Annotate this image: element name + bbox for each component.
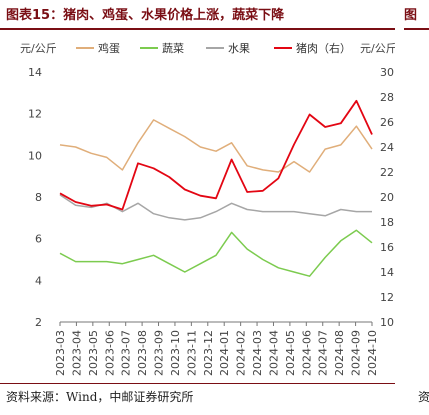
- source-divider: [0, 383, 395, 384]
- series-line-2: [59, 229, 373, 277]
- x-tick-label: 2024-10: [366, 330, 379, 376]
- left-tick-label: 2: [35, 316, 42, 329]
- x-tick-label: 2023-08: [136, 330, 149, 376]
- next-title-divider: [404, 28, 429, 30]
- series-lines: [59, 99, 373, 277]
- title-divider: [0, 28, 395, 30]
- legend: 鸡蛋 蔬菜 水果 猪肉（右）: [76, 41, 351, 55]
- x-tick-label: 2023-04: [70, 330, 83, 376]
- right-tick-label: 10: [380, 316, 394, 329]
- right-tick-label: 18: [380, 216, 394, 229]
- x-tick-label: 2024-04: [267, 330, 280, 376]
- legend-label: 蔬菜: [162, 42, 184, 55]
- legend-label: 猪肉（右）: [296, 41, 351, 55]
- left-tick-label: 6: [35, 233, 42, 246]
- left-axis-ticks: 2 4 6 8 10 12 14: [28, 66, 42, 329]
- x-tick-label: 2024-07: [317, 330, 330, 376]
- x-tick-label: 2023-09: [153, 330, 166, 376]
- left-tick-label: 10: [28, 149, 42, 162]
- right-tick-label: 28: [380, 91, 394, 104]
- x-tick-label: 2024-02: [235, 330, 248, 376]
- right-axis-unit: 元/公斤: [360, 42, 395, 55]
- x-tick-label: 2024-03: [251, 330, 264, 376]
- x-tick-label: 2024-06: [300, 330, 313, 376]
- x-tick-label: 2024-08: [333, 330, 346, 376]
- x-tick-label: 2023-10: [169, 330, 182, 376]
- right-tick-label: 14: [380, 266, 394, 279]
- next-source-fragment: 资: [418, 390, 429, 404]
- x-tick-label: 2023-06: [103, 330, 116, 376]
- x-tick-label: 2024-01: [218, 330, 231, 376]
- x-tick-label: 2023-05: [87, 330, 100, 376]
- left-tick-label: 8: [35, 191, 42, 204]
- right-tick-label: 30: [380, 66, 394, 79]
- right-tick-label: 12: [380, 291, 394, 304]
- x-tick-label: 2023-12: [202, 330, 215, 376]
- legend-label: 水果: [228, 42, 250, 55]
- x-tick-label: 2024-09: [350, 330, 363, 376]
- legend-label: 鸡蛋: [98, 41, 120, 55]
- next-figure-title-fragment: 图: [404, 8, 418, 23]
- x-tick-label: 2024-05: [284, 330, 297, 376]
- chart-background: [0, 32, 395, 382]
- left-tick-label: 14: [28, 66, 42, 79]
- x-tick-label: 2023-11: [185, 330, 198, 376]
- left-axis-unit: 元/公斤: [20, 42, 57, 55]
- series-line-1: [59, 119, 373, 173]
- right-tick-label: 24: [380, 141, 394, 154]
- left-tick-label: 4: [35, 274, 42, 287]
- right-tick-label: 20: [380, 191, 394, 204]
- right-axis-ticks: 10 12 14 16 18 20 22 24 26 28 30: [380, 66, 394, 329]
- right-tick-label: 22: [380, 166, 394, 179]
- x-tick-label: 2023-07: [120, 330, 133, 376]
- right-tick-label: 26: [380, 116, 394, 129]
- x-tick-label: 2023-03: [54, 330, 67, 376]
- data-source: 资料来源：Wind，中邮证券研究所: [6, 390, 194, 404]
- left-tick-label: 12: [28, 108, 42, 121]
- x-axis-ticks: 2023-03 2023-04 2023-05 2023-06 2023-07 2023-…: [54, 322, 379, 376]
- figure-title: 图表15：猪肉、鸡蛋、水果价格上涨，蔬菜下降: [6, 8, 285, 23]
- series-line-4: [59, 99, 373, 211]
- right-tick-label: 16: [380, 241, 394, 254]
